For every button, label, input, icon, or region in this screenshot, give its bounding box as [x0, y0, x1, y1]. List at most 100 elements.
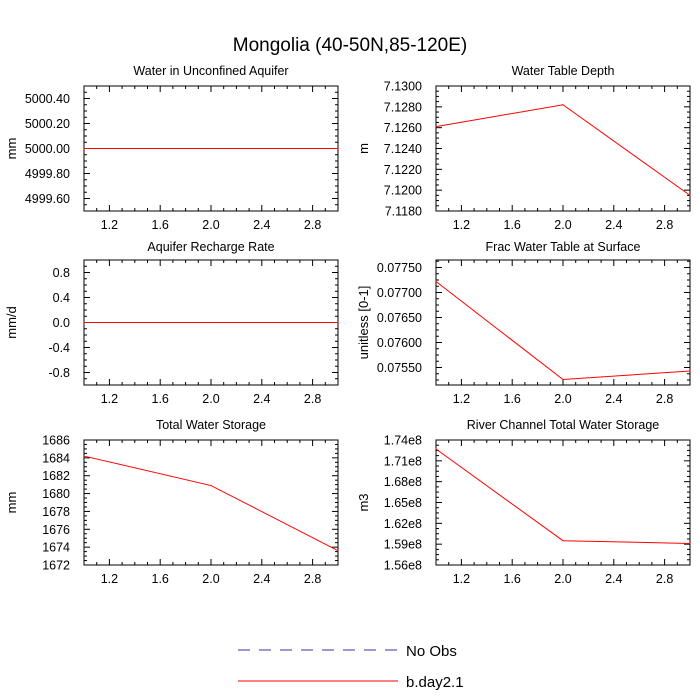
y-axis-label: mm/d [4, 306, 19, 339]
panel-title: Water Table Depth [512, 64, 615, 78]
y-tick-label: 1.65e8 [384, 496, 422, 510]
x-tick-label: 2.0 [202, 392, 219, 406]
data-point [337, 147, 339, 150]
x-tick-label: 1.6 [504, 218, 521, 232]
data-point [210, 147, 212, 150]
x-tick-label: 2.8 [304, 572, 321, 586]
x-tick-label: 2.8 [304, 392, 321, 406]
x-tick-label: 2.8 [304, 218, 321, 232]
panel-title: Total Water Storage [156, 418, 266, 432]
y-tick-label: 0.07550 [377, 361, 422, 375]
series-line [435, 448, 691, 544]
y-tick-label: 0.8 [53, 266, 70, 280]
y-tick-label: 4999.80 [25, 167, 70, 181]
y-tick-label: 7.1180 [385, 205, 422, 219]
data-point [83, 455, 85, 457]
data-point [689, 542, 691, 545]
y-tick-label: 7.1200 [384, 184, 422, 198]
y-axis-label: mm [4, 492, 19, 514]
y-tick-label: 4999.60 [25, 192, 70, 206]
data-point [435, 280, 437, 283]
series-line [435, 281, 691, 381]
y-tick-label: 1680 [42, 487, 70, 501]
x-tick-label: 1.2 [453, 392, 470, 406]
panel-5: Total Water Storage 1.2 1.6 2.0 2.4 2.8 1672 16… [4, 418, 339, 586]
data-point [562, 104, 564, 106]
y-tick-label: 1686 [42, 434, 70, 448]
x-tick-label: 2.0 [554, 218, 571, 232]
x-tick-label: 2.4 [605, 392, 622, 406]
y-tick-label: 1682 [42, 469, 70, 483]
series-line [83, 455, 339, 552]
y-axis-label: m [356, 143, 371, 154]
data-point [435, 448, 437, 450]
x-tick-label: 2.8 [656, 392, 673, 406]
y-tick-label: 5000.40 [25, 92, 70, 106]
data-point [210, 484, 212, 487]
y-tick-label: 0.0 [53, 316, 70, 330]
x-tick-label: 2.0 [554, 572, 571, 586]
plot-frame [435, 259, 691, 386]
x-tick-label: 2.0 [202, 572, 219, 586]
y-tick-label: -0.4 [48, 341, 70, 355]
panel-1: Water in Unconfined Aquifer 1.2 1.6 2.0 2.4 2… [4, 64, 339, 232]
x-tick-label: 1.6 [152, 218, 169, 232]
x-tick-label: 1.2 [101, 392, 118, 406]
plot-frame [83, 439, 339, 566]
y-tick-label: 1684 [42, 451, 70, 465]
data-point [689, 194, 691, 196]
data-point [83, 147, 85, 150]
x-tick-label: 1.2 [453, 572, 470, 586]
y-tick-label: 7.1220 [384, 163, 422, 177]
panel-title: Water in Unconfined Aquifer [133, 64, 288, 78]
y-tick-label: -0.8 [48, 366, 70, 380]
figure-title: Mongolia (40-50N,85-120E) [233, 35, 467, 56]
panel-title: Frac Water Table at Surface [486, 240, 641, 254]
y-tick-label: 1.59e8 [384, 538, 422, 552]
data-point [337, 321, 339, 324]
y-tick-label: 1.62e8 [384, 517, 422, 531]
x-tick-label: 2.0 [202, 218, 219, 232]
legend-bday-label: b.day2.1 [406, 674, 464, 691]
legend: No Obs b.day2.1 [238, 643, 464, 691]
y-axis-label: m3 [356, 493, 371, 511]
panel-4: Frac Water Table at Surface 1.2 1.6 2.0 2.4 2… [356, 240, 691, 406]
panel-title: River Channel Total Water Storage [467, 418, 660, 432]
y-tick-label: 7.1280 [384, 100, 422, 114]
x-tick-label: 1.6 [504, 572, 521, 586]
y-tick-label: 1.68e8 [384, 475, 422, 489]
y-tick-label: 1678 [42, 505, 70, 519]
x-tick-label: 2.4 [253, 392, 270, 406]
x-tick-label: 2.4 [605, 572, 622, 586]
panels: Water in Unconfined Aquifer 1.2 1.6 2.0 2.4 2… [4, 64, 691, 586]
y-tick-label: 0.07750 [377, 261, 422, 275]
data-point [337, 550, 339, 552]
data-point [210, 321, 212, 324]
x-tick-label: 1.6 [152, 572, 169, 586]
data-point [435, 126, 437, 128]
x-tick-label: 1.2 [453, 218, 470, 232]
x-tick-label: 1.6 [152, 392, 169, 406]
y-tick-label: 5000.00 [25, 142, 70, 156]
y-tick-label: 0.07650 [377, 311, 422, 325]
y-tick-label: 0.4 [53, 291, 70, 305]
y-tick-label: 1.74e8 [384, 434, 422, 448]
y-axis-label: mm [4, 138, 19, 160]
x-tick-label: 1.2 [101, 572, 118, 586]
data-point [689, 370, 691, 372]
y-tick-label: 1676 [42, 523, 70, 537]
x-tick-label: 2.8 [656, 218, 673, 232]
series-line [435, 104, 691, 196]
y-tick-label: 1674 [42, 541, 70, 555]
y-tick-label: 1.56e8 [384, 559, 422, 573]
x-tick-label: 1.2 [101, 218, 118, 232]
x-tick-label: 2.4 [253, 218, 270, 232]
x-tick-label: 2.4 [253, 572, 270, 586]
x-tick-label: 2.4 [605, 218, 622, 232]
y-tick-label: 0.07600 [377, 336, 422, 350]
x-tick-label: 2.0 [554, 392, 571, 406]
y-tick-label: 7.1260 [384, 121, 422, 135]
x-tick-label: 1.6 [504, 392, 521, 406]
y-tick-label: 0.07700 [377, 286, 422, 300]
